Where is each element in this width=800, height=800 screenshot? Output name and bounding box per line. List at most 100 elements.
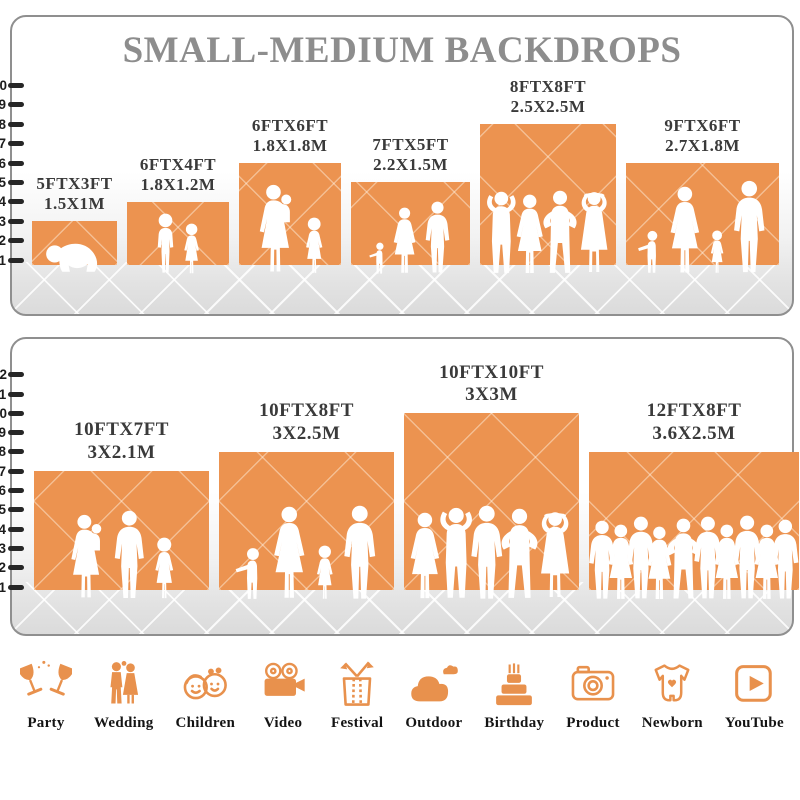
category-row: Party Wedding Children Video Festival Outdoor… bbox=[20, 658, 784, 732]
figure-man-akimbo bbox=[501, 509, 538, 599]
category-label: Birthday bbox=[484, 715, 545, 731]
figure-man bbox=[471, 505, 503, 599]
size-ft-label: 5FTX3FT bbox=[36, 174, 113, 194]
category-festival: Festival bbox=[331, 658, 383, 732]
people-silhouettes bbox=[585, 515, 800, 601]
size-ft-label: 9FTX6FT bbox=[664, 115, 741, 135]
backdrop-size-label: 5FTX3FT 1.5X1M bbox=[36, 174, 112, 214]
figure-man bbox=[344, 505, 376, 599]
figure-woman-hands-on-head bbox=[541, 512, 570, 598]
figure-man bbox=[114, 511, 144, 599]
product-icon bbox=[571, 665, 615, 701]
ruler-tick bbox=[8, 468, 24, 474]
ruler-tick bbox=[8, 430, 24, 436]
figure-woman-with-baby bbox=[70, 515, 101, 598]
figure-woman bbox=[608, 524, 634, 599]
size-m-label: 3X2.1M bbox=[87, 441, 156, 463]
ruler-tick bbox=[8, 545, 24, 551]
ruler-number: 4 bbox=[0, 194, 6, 210]
ruler-number: 11 bbox=[0, 386, 7, 402]
figure-girl bbox=[184, 223, 199, 273]
people-silhouettes bbox=[368, 201, 454, 275]
size-m-label: 3X2.5M bbox=[272, 422, 341, 444]
ruler-tick bbox=[8, 82, 24, 88]
figure-baby bbox=[45, 243, 97, 272]
figure-girl bbox=[317, 545, 334, 599]
category-label: Product bbox=[566, 715, 620, 731]
size-ft-label: 8FTX8FT bbox=[509, 77, 587, 97]
backdrop-size-label: 12FTX8FT 3.6X2.5M bbox=[647, 400, 742, 445]
party-icon bbox=[20, 660, 72, 696]
figure-toddler bbox=[235, 548, 259, 599]
ruler-tick bbox=[8, 584, 24, 590]
category-newborn: Newborn bbox=[642, 658, 703, 732]
ruler-number: 1 bbox=[0, 252, 6, 268]
size-ft-label: 10FTX7FT bbox=[74, 419, 169, 441]
ruler-number: 9 bbox=[0, 97, 6, 113]
size-ft-label: 10FTX8FT bbox=[259, 400, 354, 422]
people-silhouettes bbox=[253, 184, 326, 275]
size-m-label: 1.8X1.2M bbox=[140, 174, 216, 194]
figure-girl bbox=[711, 230, 724, 274]
children-icon bbox=[183, 667, 228, 700]
category-wedding: Wedding bbox=[94, 658, 154, 732]
wedding-icon bbox=[110, 661, 138, 704]
ruler-number: 3 bbox=[0, 213, 6, 229]
figure-man-arms-up bbox=[439, 508, 472, 599]
people-silhouettes bbox=[480, 190, 616, 275]
page-title: SMALL-MEDIUM BACKDROPS bbox=[122, 30, 682, 71]
ruler-number: 12 bbox=[0, 367, 8, 383]
outdoor-icon bbox=[411, 665, 458, 702]
category-children: Children bbox=[176, 658, 236, 732]
category-label: Party bbox=[27, 715, 65, 731]
ruler-number: 7 bbox=[0, 463, 6, 479]
ruler-number: 5 bbox=[0, 502, 6, 518]
backdrop-size-label: 7FTX5FT 2.2X1.5M bbox=[372, 135, 448, 175]
ruler-tick bbox=[8, 199, 24, 205]
backdrop-size-label: 10FTX10FT 3X3M bbox=[439, 362, 544, 407]
ruler-tick bbox=[8, 160, 24, 166]
category-label: Festival bbox=[331, 715, 384, 731]
category-outdoor: Outdoor bbox=[405, 658, 462, 732]
people-silhouettes bbox=[65, 510, 178, 601]
figure-woman-hands-on-head bbox=[580, 191, 608, 272]
category-product: Product bbox=[566, 658, 620, 732]
figure-man-akimbo bbox=[543, 190, 577, 273]
ruler-number: 6 bbox=[0, 483, 6, 498]
ruler-number: 2 bbox=[0, 233, 6, 249]
figure-man bbox=[772, 519, 799, 599]
category-label: Wedding bbox=[93, 715, 154, 731]
size-ft-label: 7FTX5FT bbox=[372, 135, 449, 155]
category-birthday: Birthday bbox=[484, 658, 544, 732]
figure-girl bbox=[155, 537, 174, 599]
ruler-tick bbox=[8, 565, 24, 571]
category-label: Video bbox=[263, 715, 303, 731]
ruler-tick bbox=[8, 257, 24, 263]
backdrop-bar bbox=[32, 221, 117, 265]
category-label: Newborn bbox=[641, 715, 703, 731]
ruler-tick bbox=[8, 391, 24, 397]
backdrop-bar bbox=[239, 163, 341, 265]
festival-icon bbox=[340, 661, 374, 706]
backdrop-bar bbox=[127, 201, 229, 265]
size-m-label: 2.2X1.5M bbox=[373, 155, 448, 175]
category-label: YouTube bbox=[724, 715, 784, 731]
category-label: Children bbox=[175, 715, 236, 731]
size-m-label: 2.7X1.8M bbox=[665, 135, 740, 155]
ruler-tick bbox=[8, 238, 24, 244]
ruler-number: 3 bbox=[0, 540, 6, 556]
figure-man bbox=[733, 515, 761, 599]
newborn-icon bbox=[654, 664, 690, 702]
product-icon bbox=[567, 658, 619, 710]
ruler-number: 10 bbox=[0, 77, 8, 93]
ruler-tick bbox=[8, 507, 24, 513]
figure-woman bbox=[670, 186, 700, 273]
ruler-tick bbox=[8, 218, 24, 224]
ruler-tick bbox=[8, 179, 24, 185]
size-m-label: 1.8X1.8M bbox=[252, 135, 328, 155]
ruler-tick bbox=[8, 410, 24, 416]
category-video: Video bbox=[257, 658, 309, 732]
backdrop-size-label: 8FTX8FT 2.5X2.5M bbox=[510, 77, 586, 117]
figure-man bbox=[626, 516, 654, 599]
